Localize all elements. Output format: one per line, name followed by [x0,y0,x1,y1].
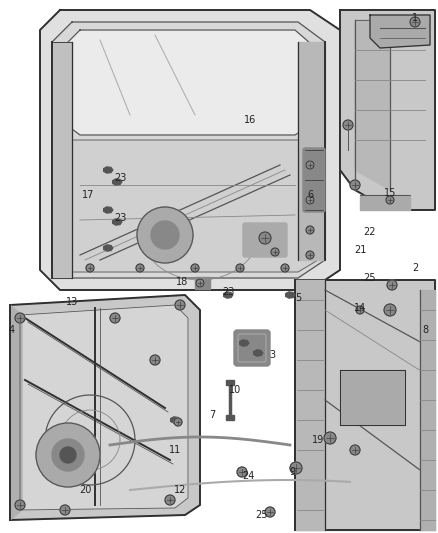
Polygon shape [224,292,233,298]
Circle shape [356,306,364,314]
Circle shape [387,280,397,290]
Polygon shape [355,20,390,190]
FancyBboxPatch shape [303,148,325,212]
Text: 14: 14 [354,303,366,313]
Circle shape [306,226,314,234]
Text: 23: 23 [222,287,234,297]
Circle shape [175,300,185,310]
Text: 23: 23 [114,213,126,223]
Circle shape [386,196,394,204]
Circle shape [281,264,289,272]
Polygon shape [10,305,22,520]
Circle shape [196,279,204,287]
Circle shape [110,313,120,323]
Circle shape [60,447,76,463]
Text: 19: 19 [312,435,324,445]
Circle shape [137,207,193,263]
Circle shape [290,462,302,474]
Text: 10: 10 [229,385,241,395]
Text: 8: 8 [422,325,428,335]
FancyBboxPatch shape [243,223,287,257]
Circle shape [86,264,94,272]
Text: 7: 7 [209,410,215,420]
Circle shape [150,355,160,365]
Polygon shape [113,179,122,185]
Text: 6: 6 [307,190,313,200]
Circle shape [259,232,271,244]
Text: 25: 25 [256,510,268,520]
Bar [226,380,234,385]
Polygon shape [104,207,113,213]
Circle shape [36,423,100,487]
Text: 21: 21 [354,245,366,255]
Text: 17: 17 [82,190,94,200]
Text: 25: 25 [364,273,376,283]
Polygon shape [113,219,122,225]
Polygon shape [171,417,180,423]
Polygon shape [52,42,72,278]
Circle shape [136,264,144,272]
Bar [360,195,410,210]
Polygon shape [286,292,295,298]
Text: 24: 24 [242,471,254,481]
Text: 2: 2 [412,263,418,273]
FancyBboxPatch shape [234,330,270,366]
Polygon shape [52,22,325,278]
Circle shape [306,196,314,204]
Circle shape [350,180,360,190]
Circle shape [191,264,199,272]
Text: 22: 22 [364,227,376,237]
Circle shape [306,161,314,169]
Circle shape [410,17,420,27]
Polygon shape [254,350,263,356]
Text: 4: 4 [9,325,15,335]
Bar [226,415,234,420]
Polygon shape [370,15,430,48]
Circle shape [350,445,360,455]
Polygon shape [340,10,435,210]
Text: 3: 3 [269,350,275,360]
Bar [340,370,405,425]
Circle shape [15,500,25,510]
Polygon shape [104,167,113,173]
Polygon shape [420,290,435,530]
Circle shape [236,264,244,272]
Polygon shape [10,295,200,520]
Text: 23: 23 [114,173,126,183]
Text: 12: 12 [174,485,186,495]
Circle shape [52,439,84,471]
Polygon shape [60,30,318,135]
Polygon shape [104,245,113,251]
Circle shape [265,507,275,517]
Text: 16: 16 [244,115,256,125]
Text: 11: 11 [169,445,181,455]
Bar [195,277,210,289]
Polygon shape [295,280,435,530]
Text: 20: 20 [79,485,91,495]
Circle shape [15,313,25,323]
Polygon shape [240,340,249,346]
Text: 15: 15 [384,188,396,198]
Circle shape [343,120,353,130]
Circle shape [324,432,336,444]
Polygon shape [40,10,340,290]
Text: 13: 13 [66,297,78,307]
Polygon shape [20,305,188,510]
Circle shape [165,495,175,505]
Text: 9: 9 [289,467,295,477]
Circle shape [271,248,279,256]
Circle shape [384,304,396,316]
Text: 1: 1 [412,13,418,23]
Text: 5: 5 [295,293,301,303]
Polygon shape [52,140,318,272]
Circle shape [174,418,182,426]
Polygon shape [298,42,325,260]
Circle shape [237,467,247,477]
Circle shape [151,221,179,249]
Circle shape [306,251,314,259]
Polygon shape [295,280,325,530]
Text: 18: 18 [176,277,188,287]
Circle shape [60,505,70,515]
